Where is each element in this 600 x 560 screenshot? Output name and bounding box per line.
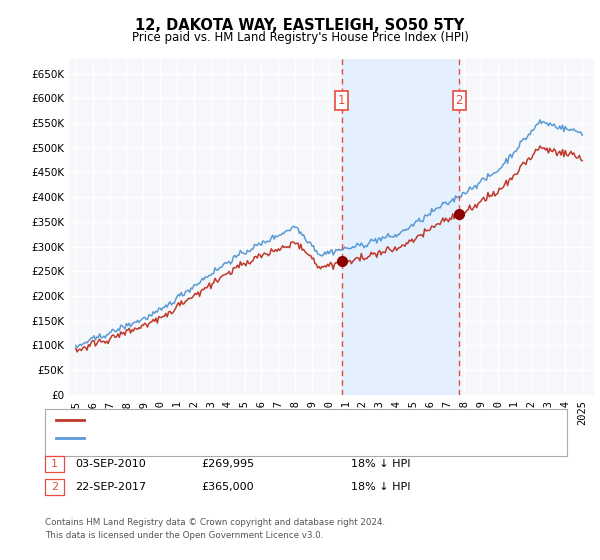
Text: 2: 2 <box>51 482 58 492</box>
Text: 22-SEP-2017: 22-SEP-2017 <box>75 482 146 492</box>
Text: £269,995: £269,995 <box>201 459 254 469</box>
Text: 2: 2 <box>455 94 463 108</box>
Text: Price paid vs. HM Land Registry's House Price Index (HPI): Price paid vs. HM Land Registry's House … <box>131 31 469 44</box>
Text: £365,000: £365,000 <box>201 482 254 492</box>
Bar <box>341 59 459 395</box>
Text: Contains HM Land Registry data © Crown copyright and database right 2024.
This d: Contains HM Land Registry data © Crown c… <box>45 518 385 539</box>
Text: 03-SEP-2010: 03-SEP-2010 <box>75 459 146 469</box>
Text: 1: 1 <box>51 459 58 469</box>
Text: 18% ↓ HPI: 18% ↓ HPI <box>351 482 410 492</box>
Text: 12, DAKOTA WAY, EASTLEIGH, SO50 5TY (detached house): 12, DAKOTA WAY, EASTLEIGH, SO50 5TY (det… <box>90 415 394 425</box>
Text: HPI: Average price, detached house, Eastleigh: HPI: Average price, detached house, East… <box>90 433 331 443</box>
Text: 12, DAKOTA WAY, EASTLEIGH, SO50 5TY: 12, DAKOTA WAY, EASTLEIGH, SO50 5TY <box>136 18 464 33</box>
Text: 1: 1 <box>338 94 346 108</box>
Text: 18% ↓ HPI: 18% ↓ HPI <box>351 459 410 469</box>
